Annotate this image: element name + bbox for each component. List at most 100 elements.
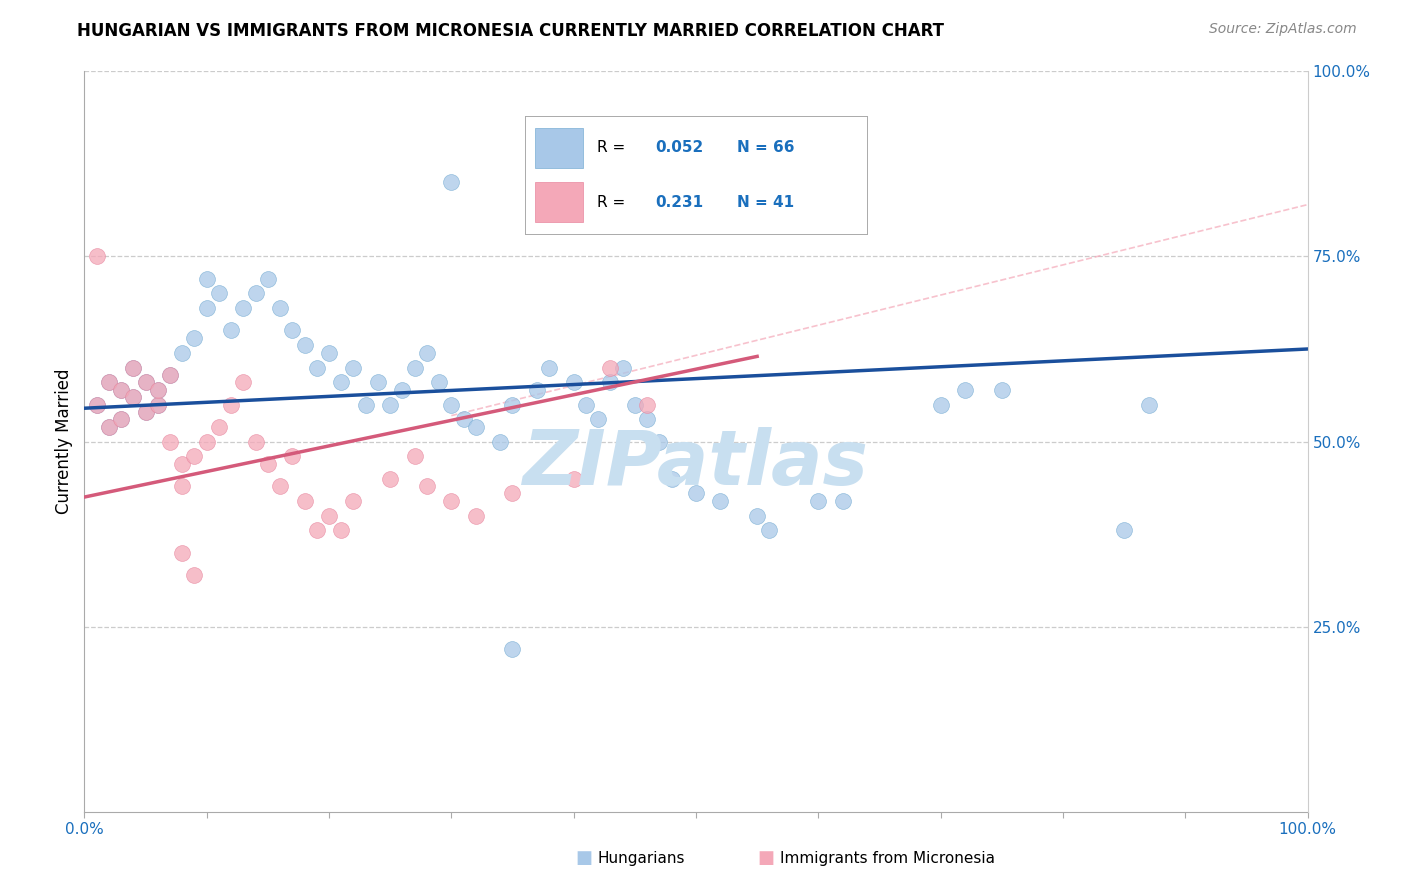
Point xyxy=(1137,398,1160,412)
Point xyxy=(159,368,181,382)
Point xyxy=(330,524,353,538)
Point xyxy=(562,471,585,485)
Point xyxy=(502,398,524,412)
Point xyxy=(232,376,254,390)
Point xyxy=(342,493,364,508)
Point xyxy=(146,383,169,397)
Point xyxy=(354,398,377,412)
Point xyxy=(685,212,707,227)
Point xyxy=(135,405,157,419)
Point xyxy=(86,250,108,264)
Point xyxy=(110,412,132,426)
Point xyxy=(380,398,402,412)
Point xyxy=(929,398,952,412)
Point xyxy=(305,360,328,375)
Point xyxy=(624,398,647,412)
Point xyxy=(122,390,145,404)
Point xyxy=(172,345,194,359)
Y-axis label: Currently Married: Currently Married xyxy=(55,368,73,515)
Point xyxy=(758,524,780,538)
Text: ■: ■ xyxy=(575,849,592,867)
Point xyxy=(636,398,658,412)
Point xyxy=(685,486,707,500)
Point xyxy=(404,360,426,375)
Point xyxy=(135,376,157,390)
Point xyxy=(257,271,280,285)
Point xyxy=(146,383,169,397)
Text: HUNGARIAN VS IMMIGRANTS FROM MICRONESIA CURRENTLY MARRIED CORRELATION CHART: HUNGARIAN VS IMMIGRANTS FROM MICRONESIA … xyxy=(77,22,945,40)
Point xyxy=(416,479,439,493)
Point xyxy=(195,434,218,449)
Point xyxy=(172,457,194,471)
Point xyxy=(747,508,769,523)
Point xyxy=(257,457,280,471)
Point xyxy=(599,376,621,390)
Point xyxy=(612,360,634,375)
Point xyxy=(219,398,242,412)
Point xyxy=(636,412,658,426)
Point xyxy=(953,383,976,397)
Point xyxy=(575,398,598,412)
Point xyxy=(172,546,194,560)
Point xyxy=(391,383,413,397)
Point xyxy=(122,390,145,404)
Point xyxy=(183,331,205,345)
Point xyxy=(586,412,609,426)
Text: Hungarians: Hungarians xyxy=(598,851,685,865)
Point xyxy=(464,419,486,434)
Point xyxy=(110,383,132,397)
Text: ■: ■ xyxy=(758,849,775,867)
Point xyxy=(208,286,231,301)
Text: Source: ZipAtlas.com: Source: ZipAtlas.com xyxy=(1209,22,1357,37)
Point xyxy=(110,412,132,426)
Point xyxy=(281,324,304,338)
Point xyxy=(135,376,157,390)
Point xyxy=(110,383,132,397)
Point xyxy=(464,508,486,523)
Point xyxy=(97,419,120,434)
Point xyxy=(97,376,120,390)
Point xyxy=(562,376,585,390)
Point xyxy=(502,641,524,656)
Point xyxy=(991,383,1014,397)
Point xyxy=(502,486,524,500)
Point xyxy=(183,567,205,582)
Point xyxy=(232,301,254,316)
Point xyxy=(294,338,316,352)
Point xyxy=(159,368,181,382)
Point xyxy=(661,471,683,485)
Point xyxy=(721,175,744,190)
Point xyxy=(208,419,231,434)
Point xyxy=(648,434,671,449)
Point xyxy=(219,324,242,338)
Point xyxy=(453,412,475,426)
Point xyxy=(416,345,439,359)
Point xyxy=(172,479,194,493)
Point xyxy=(281,450,304,464)
Point xyxy=(183,450,205,464)
Point xyxy=(380,471,402,485)
Point xyxy=(709,493,731,508)
Point xyxy=(831,493,853,508)
Point xyxy=(526,383,548,397)
Point xyxy=(97,419,120,434)
Point xyxy=(538,360,561,375)
Text: Immigrants from Micronesia: Immigrants from Micronesia xyxy=(780,851,995,865)
Point xyxy=(245,434,267,449)
Point xyxy=(599,360,621,375)
Point xyxy=(440,493,463,508)
Point xyxy=(135,405,157,419)
Point xyxy=(807,493,830,508)
Point xyxy=(342,360,364,375)
Point xyxy=(86,398,108,412)
Point xyxy=(159,434,181,449)
Point xyxy=(195,301,218,316)
Point xyxy=(122,360,145,375)
Point xyxy=(1114,524,1136,538)
Point xyxy=(318,508,340,523)
Point xyxy=(330,376,353,390)
Point xyxy=(318,345,340,359)
Point xyxy=(305,524,328,538)
Point xyxy=(86,398,108,412)
Point xyxy=(427,376,450,390)
